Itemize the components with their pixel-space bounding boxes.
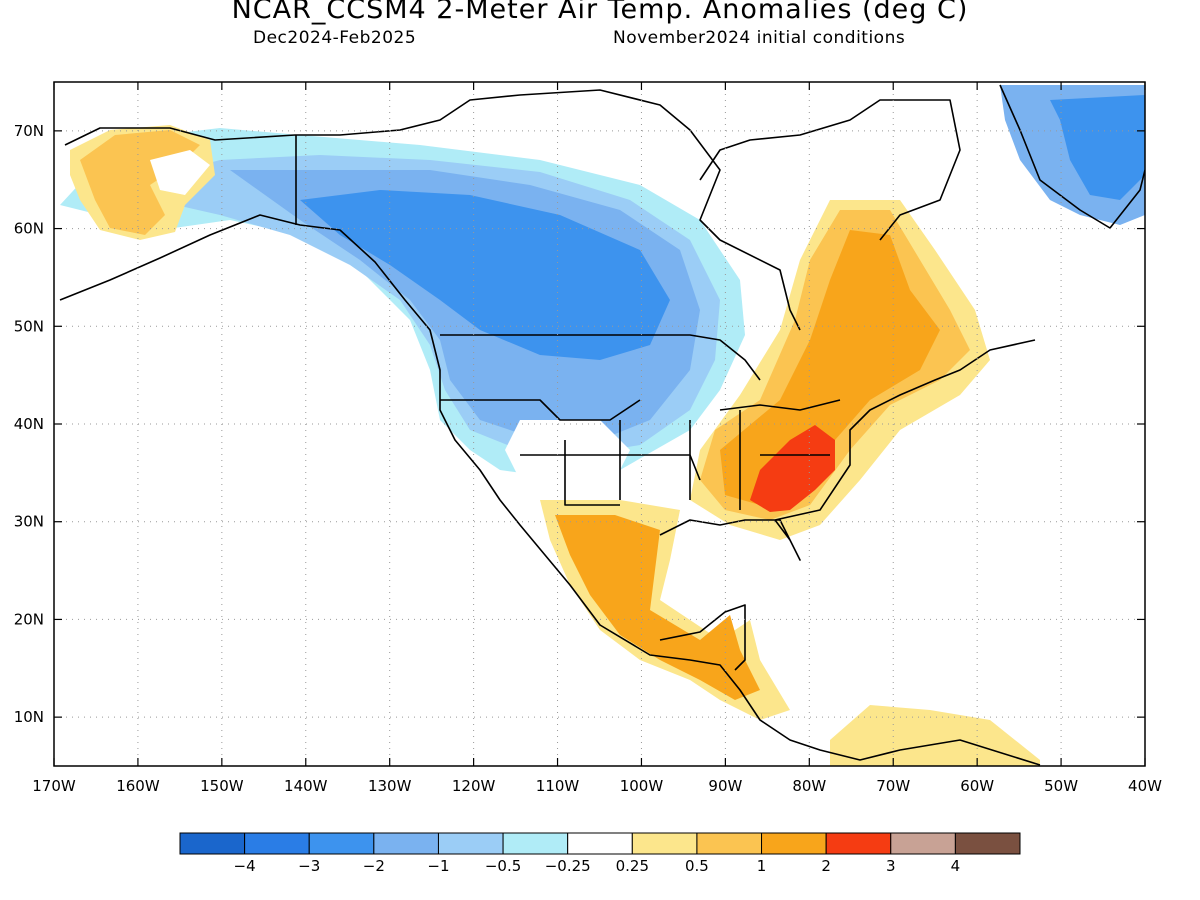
colorbar-label: −3 bbox=[298, 857, 320, 875]
grid-lines bbox=[54, 82, 1145, 766]
map-title: NCAR_CCSM4 2-Meter Air Temp. Anomalies (… bbox=[231, 0, 969, 25]
initial-conditions-label: November2024 initial conditions bbox=[613, 28, 906, 48]
colorbar-swatch bbox=[502, 832, 569, 855]
lon-tick-label: 70W bbox=[876, 777, 910, 795]
colorbar-label: 3 bbox=[886, 857, 896, 875]
lat-tick-label: 20N bbox=[14, 610, 44, 628]
colorbar-swatch bbox=[954, 832, 1021, 855]
lon-tick-label: 80W bbox=[792, 777, 826, 795]
colorbar-swatch bbox=[437, 832, 504, 855]
colorbar-swatch bbox=[179, 832, 246, 855]
lat-tick-label: 70N bbox=[14, 122, 44, 140]
lon-tick-label: 130W bbox=[368, 777, 412, 795]
lat-tick-label: 40N bbox=[14, 415, 44, 433]
colorbar-label: 0.5 bbox=[685, 857, 709, 875]
colorbar-swatch bbox=[761, 832, 827, 855]
lon-tick-label: 100W bbox=[620, 777, 664, 795]
lat-tick-label: 50N bbox=[14, 317, 44, 335]
colorbar-swatch bbox=[890, 832, 956, 855]
colorbar-label: −2 bbox=[363, 857, 385, 875]
colorbar-swatch bbox=[696, 832, 763, 855]
colorbar-swatch bbox=[244, 832, 310, 855]
lon-tick-label: 60W bbox=[960, 777, 994, 795]
anomaly-shading bbox=[54, 82, 1145, 766]
lon-tick-label: 150W bbox=[200, 777, 244, 795]
colorbar-swatch bbox=[567, 832, 633, 855]
colorbar-label: −0.5 bbox=[485, 857, 521, 875]
color-scale-bar: −4 −3 −2 −1 −0.5 −0.25 0.25 0.5 1 2 3 4 bbox=[179, 832, 1021, 875]
lon-tick-label: 160W bbox=[116, 777, 160, 795]
colorbar-swatch bbox=[631, 832, 698, 855]
colorbar-label: 0.25 bbox=[616, 857, 649, 875]
lat-tick-label: 30N bbox=[14, 513, 44, 531]
colorbar-swatch bbox=[825, 832, 892, 855]
lon-tick-label: 120W bbox=[452, 777, 496, 795]
lon-tick-label: 40W bbox=[1128, 777, 1162, 795]
forecast-period: Dec2024-Feb2025 bbox=[253, 28, 417, 48]
lon-tick-label: 110W bbox=[536, 777, 580, 795]
map-axes: 170W 160W 150W 140W 130W 120W 110W 100W 90W 80W 70… bbox=[14, 82, 1162, 795]
lon-tick-label: 140W bbox=[284, 777, 328, 795]
colorbar-label: −1 bbox=[427, 857, 449, 875]
colorbar-label: −4 bbox=[234, 857, 256, 875]
colorbar-label: 2 bbox=[821, 857, 831, 875]
lon-tick-label: 170W bbox=[32, 777, 76, 795]
lon-tick-label: 50W bbox=[1044, 777, 1078, 795]
colorbar-swatch bbox=[373, 832, 439, 855]
lon-tick-label: 90W bbox=[708, 777, 742, 795]
colorbar-swatch bbox=[308, 832, 375, 855]
colorbar-label: 1 bbox=[757, 857, 767, 875]
colorbar-label: 4 bbox=[951, 857, 961, 875]
lat-tick-label: 10N bbox=[14, 708, 44, 726]
lat-tick-label: 60N bbox=[14, 220, 44, 238]
colorbar-label: −0.25 bbox=[545, 857, 591, 875]
